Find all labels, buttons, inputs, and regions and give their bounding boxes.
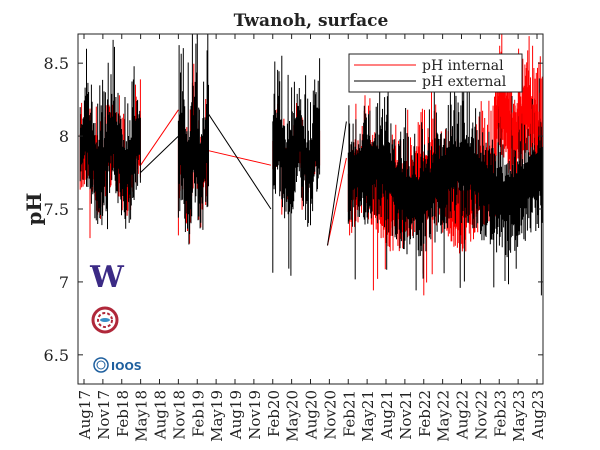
x-tick-label: Feb22 [416,390,434,437]
series-line [79,34,543,296]
x-tick-label: Aug20 [303,390,321,440]
plot-area: 6.577.588.5 Aug17 Nov17 Feb18 May18 Aug18 Nov… [44,33,547,442]
x-tick-label: Aug18 [152,390,170,440]
x-tick-label: Aug19 [227,390,245,440]
x-tick-label: Nov21 [397,390,415,440]
y-tick-label: 8 [59,127,69,146]
x-tick-label: May22 [435,390,453,442]
x-tick-label: Feb23 [491,390,509,437]
x-tick-label: May23 [510,390,528,442]
y-tick-label: 6.5 [44,346,69,365]
x-tick-label: Aug17 [76,390,94,440]
legend-label-external: pH external [422,74,507,90]
x-tick-label: Nov19 [246,390,264,440]
legend-label-internal: pH internal [422,58,504,74]
x-tick-label: May20 [284,390,302,442]
legend: pH internal pH external [348,53,523,93]
x-tick-label: May19 [208,390,226,442]
series-line-overlay [495,61,543,147]
ioos-logo: IOOS [93,357,142,373]
x-tick-label: Feb18 [114,390,132,437]
y-tick-label: 7.5 [44,200,69,219]
ioos-logo-text: IOOS [111,360,142,373]
x-tick-label: Aug23 [529,390,547,440]
x-tick-label: Nov17 [95,390,113,440]
x-tick-label: Nov20 [321,390,339,440]
x-tick-label: Feb20 [265,390,283,437]
x-tick-label: May21 [359,390,377,442]
nanoos-logo [91,306,119,334]
x-tick-label: May18 [133,390,151,442]
x-tick-label: Nov22 [472,390,490,440]
legend-box [348,53,523,93]
uw-logo: W [89,260,125,295]
x-tick-label: Aug22 [454,390,472,440]
x-tick-label: Feb21 [340,390,358,437]
y-axis-label: pH [22,193,46,226]
x-tick-label: Feb19 [189,390,207,437]
x-tick-label: Aug21 [378,390,396,440]
x-tick-label: Nov18 [170,390,188,440]
y-tick-label: 7 [59,273,69,292]
chart-title: Twanoh, surface [234,11,389,31]
series-ph-external [79,34,543,296]
y-tick-label: 8.5 [44,54,69,73]
